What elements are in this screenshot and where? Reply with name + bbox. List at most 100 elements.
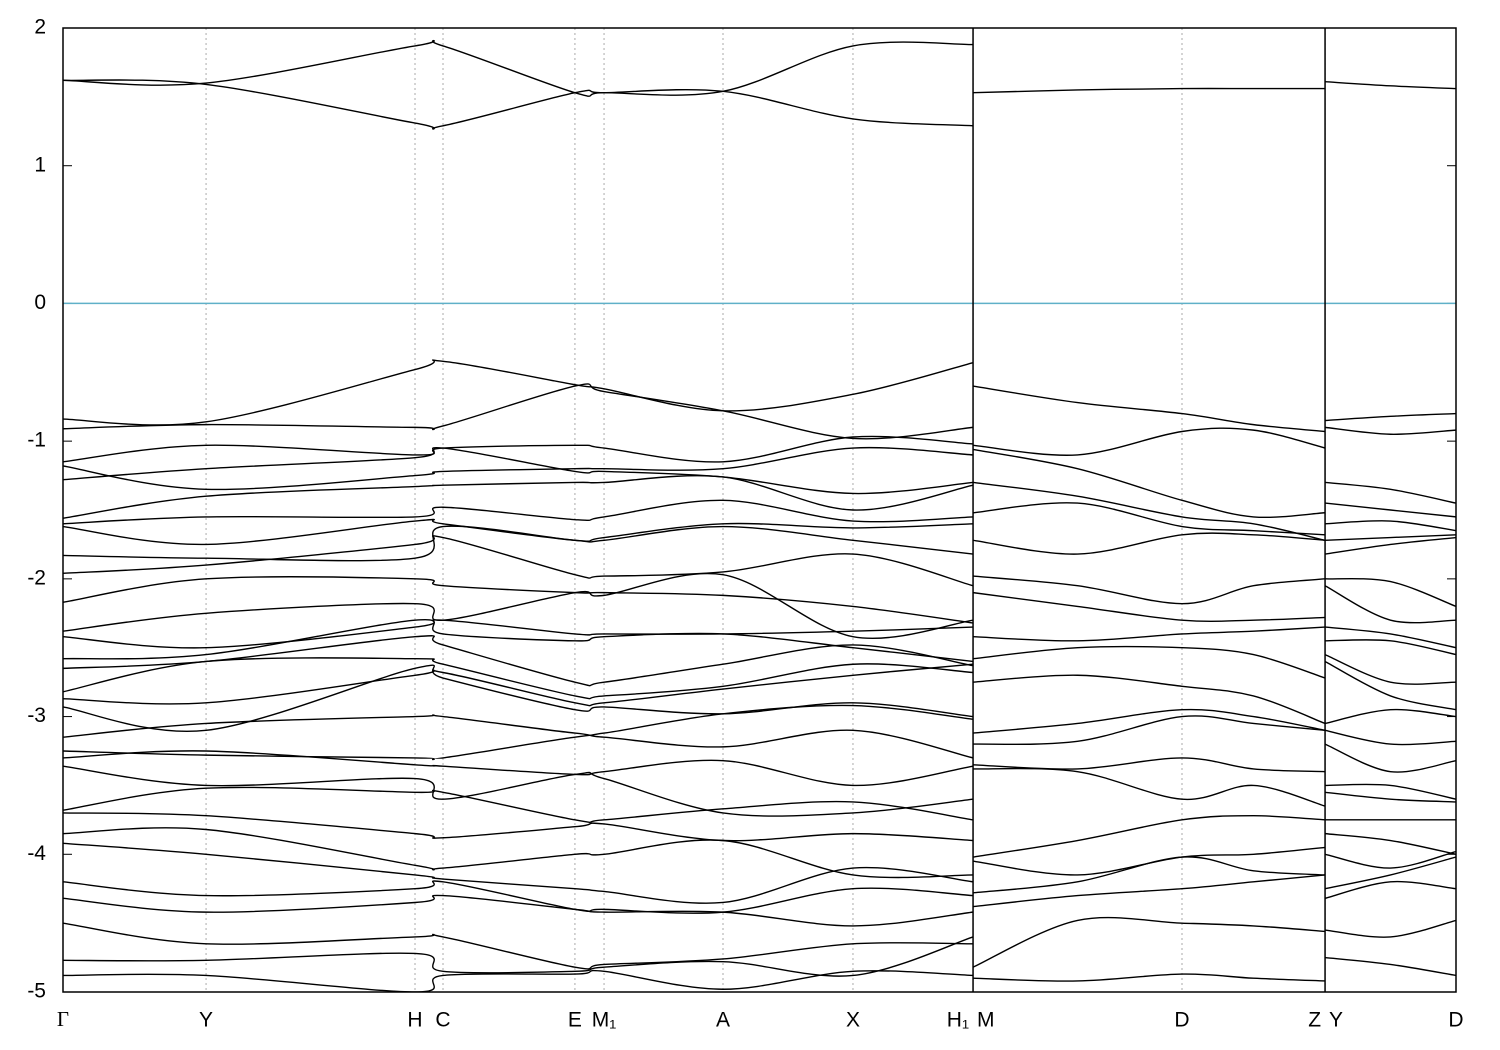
band-line — [972, 385, 1326, 433]
band-line — [1324, 729, 1456, 746]
y-tick-label: 0 — [34, 291, 46, 314]
band-line — [1325, 639, 1456, 656]
band-line — [973, 626, 1326, 642]
band-line — [972, 815, 1326, 858]
band-line — [1325, 534, 1456, 541]
band-line — [1324, 791, 1456, 803]
band-line — [1324, 660, 1456, 711]
x-tick-label: M — [977, 1009, 995, 1032]
band-line — [972, 916, 1326, 968]
band-line — [63, 618, 974, 663]
y-tick-label: -2 — [27, 566, 46, 589]
band-line — [63, 446, 974, 495]
band-line — [1324, 653, 1456, 685]
band-line — [972, 427, 1326, 456]
x-tick-label: D — [1174, 1009, 1189, 1032]
band-line — [973, 973, 1326, 982]
band-line — [1324, 536, 1456, 555]
band-line — [1325, 577, 1456, 608]
band-line — [1324, 626, 1456, 649]
band-line — [63, 576, 974, 624]
band-line — [973, 715, 1326, 745]
band-line — [63, 842, 974, 904]
band-line — [1324, 832, 1456, 855]
band-line — [63, 880, 974, 914]
band-line — [972, 481, 1326, 541]
band-line — [63, 474, 974, 519]
band-line — [63, 969, 974, 992]
band-line — [63, 359, 974, 426]
band-line — [63, 812, 974, 842]
band-line — [63, 750, 974, 787]
band-line — [1324, 956, 1456, 977]
band-line — [1325, 783, 1456, 800]
band-line — [972, 448, 1326, 519]
band-line — [973, 767, 1326, 807]
band-line — [63, 535, 974, 587]
band-line — [63, 435, 974, 463]
band-line — [63, 704, 974, 738]
band-line — [63, 635, 974, 687]
x-tick-label: Z — [1308, 1009, 1321, 1032]
band-line — [972, 645, 1326, 679]
x-tick-label: Y — [199, 1009, 213, 1032]
band-line — [1324, 880, 1456, 900]
band-line — [972, 708, 1326, 734]
x-tick-label: M₁ — [592, 1009, 617, 1032]
y-tick-label: 1 — [34, 153, 46, 176]
y-tick-label: -1 — [27, 429, 46, 452]
band-line — [972, 502, 1326, 536]
x-tick-label: Γ — [57, 1007, 69, 1031]
band-line — [63, 446, 974, 491]
band-line — [63, 499, 974, 525]
x-tick-label: C — [435, 1009, 450, 1032]
plot-frame — [62, 27, 1457, 993]
band-line — [1324, 708, 1456, 725]
x-tick-label: H₁ — [947, 1009, 969, 1032]
x-tick-label: E — [568, 1009, 582, 1032]
band-line — [972, 575, 1326, 605]
x-tick-label: H — [407, 1009, 422, 1032]
band-line — [973, 674, 1326, 725]
band-line — [972, 874, 1326, 908]
band-line — [1324, 856, 1456, 890]
x-tick-label: X — [846, 1009, 860, 1032]
band-line — [1324, 481, 1456, 504]
band-line — [63, 657, 974, 700]
band-line — [63, 663, 974, 707]
band-line — [63, 664, 974, 732]
y-tick-label: -3 — [27, 704, 46, 727]
band-line — [1324, 743, 1456, 773]
band-line — [63, 922, 974, 970]
band-line — [63, 619, 974, 649]
band-line — [973, 87, 1326, 94]
y-tick-label: 2 — [34, 16, 46, 39]
band-line — [972, 532, 1326, 555]
band-line — [63, 572, 974, 639]
band-line — [63, 525, 974, 562]
band-line — [63, 827, 974, 879]
band-line — [63, 729, 974, 761]
band-line — [63, 894, 974, 927]
x-tick-label: D — [1448, 1009, 1463, 1032]
band-line — [63, 936, 974, 977]
x-tick-label: A — [716, 1009, 730, 1032]
y-tick-label: -5 — [27, 980, 46, 1003]
band-line — [1325, 520, 1456, 532]
band-line — [63, 383, 974, 440]
band-line — [1325, 412, 1456, 422]
band-line — [63, 79, 974, 130]
band-line — [1324, 502, 1456, 518]
band-line — [1325, 81, 1456, 90]
band-line — [972, 591, 1326, 622]
band-line — [1324, 585, 1456, 624]
band-line — [1324, 919, 1456, 938]
band-line — [1324, 426, 1456, 435]
band-line — [972, 856, 1326, 894]
x-tick-label: Y — [1329, 1009, 1343, 1032]
band-line — [63, 765, 974, 817]
band-line — [63, 786, 974, 824]
